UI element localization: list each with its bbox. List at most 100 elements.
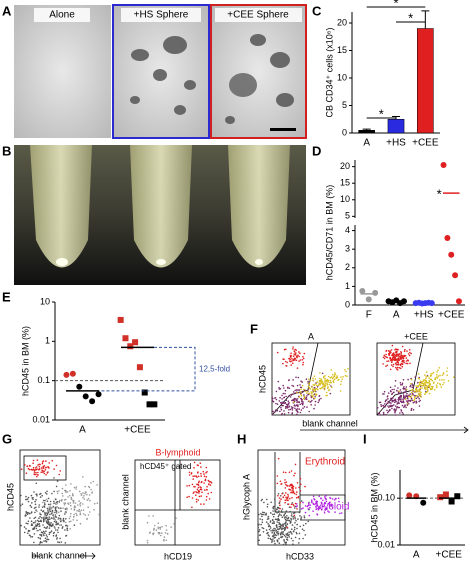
event-dot	[34, 516, 37, 519]
event-dot	[302, 501, 304, 504]
event-dot	[398, 402, 401, 404]
event-dot	[68, 517, 71, 520]
event-dot	[418, 383, 421, 386]
event-dot	[286, 515, 288, 517]
event-dot	[409, 384, 412, 387]
event-dot	[312, 391, 314, 393]
event-dot	[281, 516, 284, 518]
event-dot	[308, 378, 310, 380]
event-dot	[398, 353, 401, 355]
event-dot	[273, 411, 276, 414]
annotation: *	[379, 106, 384, 121]
event-dot	[400, 354, 402, 357]
event-dot	[418, 381, 421, 384]
event-dot	[317, 507, 320, 510]
event-dot	[82, 509, 85, 511]
event-dot	[83, 498, 86, 500]
event-dot	[45, 514, 48, 517]
event-dot	[428, 377, 431, 379]
event-dot	[49, 531, 52, 534]
event-dot	[41, 469, 43, 472]
event-dot	[273, 532, 276, 534]
event-dot	[48, 524, 51, 526]
y-tick-label: 10	[340, 194, 350, 204]
event-dot	[295, 376, 297, 379]
event-dot	[26, 511, 29, 514]
event-dot	[300, 500, 303, 502]
event-dot	[201, 491, 203, 494]
event-dot	[62, 517, 65, 520]
point	[440, 161, 447, 168]
event-dot	[292, 391, 295, 393]
event-dot	[33, 473, 36, 476]
event-dot	[35, 482, 38, 485]
event-dot	[388, 410, 390, 413]
event-dot	[304, 485, 306, 488]
event-dot	[35, 527, 38, 530]
photo-label: +HS Sphere	[134, 10, 189, 21]
event-dot	[56, 492, 59, 495]
event-dot	[296, 527, 298, 530]
event-dot	[155, 529, 158, 531]
plot-frame	[271, 342, 351, 416]
event-dot	[281, 404, 283, 407]
event-dot	[379, 414, 382, 416]
event-dot	[314, 378, 317, 380]
event-dot	[73, 513, 75, 516]
event-dot	[198, 492, 200, 494]
y-tick-label: 1	[345, 281, 350, 291]
event-dot	[53, 502, 55, 505]
event-dot	[399, 389, 402, 391]
point	[89, 398, 96, 405]
event-dot	[403, 361, 405, 364]
event-dot	[73, 524, 76, 526]
event-dot	[55, 535, 57, 537]
event-dot	[90, 482, 92, 484]
event-dot	[429, 388, 432, 390]
event-dot	[29, 517, 31, 519]
event-dot	[274, 528, 277, 530]
event-dot	[421, 384, 423, 387]
event-dot	[300, 393, 302, 396]
event-dot	[342, 376, 344, 378]
event-dot	[284, 541, 286, 544]
event-dot	[295, 531, 298, 534]
event-dot	[64, 513, 66, 515]
event-dot	[284, 487, 287, 489]
point	[82, 393, 89, 400]
event-dot	[327, 510, 329, 512]
event-dot	[195, 498, 198, 501]
event-dot	[406, 397, 409, 399]
photo	[210, 4, 307, 139]
event-dot	[44, 492, 47, 494]
event-dot	[261, 518, 264, 521]
event-dot	[386, 411, 389, 414]
event-dot	[65, 490, 67, 492]
event-dot	[35, 498, 37, 501]
event-dot	[390, 397, 392, 400]
event-dot	[286, 404, 289, 407]
event-dot	[397, 400, 400, 402]
event-dot	[36, 495, 38, 497]
point	[76, 383, 83, 390]
event-dot	[55, 503, 57, 506]
event-dot	[294, 536, 297, 539]
event-dot	[282, 471, 285, 474]
event-dot	[400, 384, 402, 386]
event-dot	[44, 537, 47, 540]
event-dot	[344, 374, 347, 377]
event-dot	[340, 376, 342, 378]
event-dot	[66, 527, 69, 529]
event-dot	[382, 363, 384, 365]
event-dot	[275, 518, 278, 521]
event-dot	[313, 387, 316, 389]
event-dot	[300, 483, 302, 486]
event-dot	[284, 522, 287, 525]
event-dot	[262, 531, 265, 533]
event-dot	[288, 405, 291, 408]
event-dot	[280, 498, 282, 500]
event-dot	[28, 534, 31, 537]
event-dot	[53, 531, 55, 534]
x-tick-label: A	[79, 425, 86, 436]
event-dot	[285, 519, 288, 522]
